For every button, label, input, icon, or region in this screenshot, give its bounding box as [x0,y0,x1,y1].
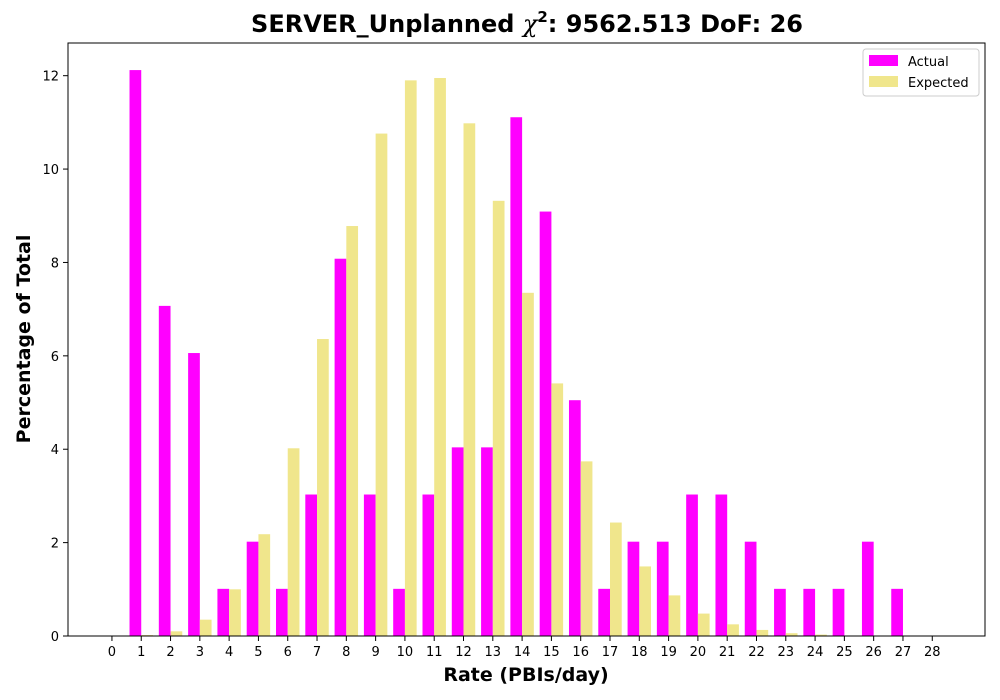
bar-actual-10 [393,588,405,636]
bar-actual-1 [129,70,142,636]
x-tick-label: 16 [572,645,589,660]
bar-actual-11 [422,494,435,636]
bar-expected-4 [229,589,241,636]
x-tick-label: 13 [485,645,502,660]
y-tick-label: 8 [51,256,59,271]
bar-expected-11 [434,78,446,636]
legend-label-expected: Expected [908,76,969,91]
bar-actual-27 [891,588,903,636]
x-tick-label: 2 [166,645,174,660]
bar-actual-6 [276,588,288,636]
bar-expected-19 [668,595,681,636]
bar-actual-3 [188,353,200,636]
y-tick-label: 0 [51,630,59,645]
bar-expected-22 [756,629,769,636]
bar-actual-2 [158,305,171,636]
x-tick-label: 15 [543,645,560,660]
bar-actual-22 [744,541,757,636]
bar-expected-13 [492,200,505,636]
bar-actual-18 [627,541,640,636]
bar-expected-7 [317,339,329,636]
bar-expected-21 [727,624,739,636]
bar-expected-12 [463,123,476,636]
x-tick-label: 0 [108,645,116,660]
bar-actual-17 [598,588,610,636]
bar-actual-8 [334,258,347,636]
legend: Actual Expected [862,48,980,97]
bar-actual-26 [861,541,874,636]
x-tick-label: 20 [690,645,707,660]
x-tick-label: 27 [895,645,912,660]
y-tick-label: 6 [51,350,59,365]
bar-actual-7 [305,494,318,636]
x-tick-label: 5 [254,645,262,660]
bar-expected-15 [551,383,564,636]
x-tick-label: 1 [137,645,145,660]
x-tick-label: 17 [602,645,619,660]
bar-expected-9 [375,133,388,636]
x-tick-label: 28 [924,645,941,660]
x-tick-label: 21 [719,645,736,660]
bar-expected-18 [639,566,652,636]
x-tick-label: 12 [455,645,472,660]
y-axis-label: Percentage of Total [13,235,35,444]
bar-actual-21 [715,494,728,636]
bar-actual-20 [686,494,698,636]
x-tick-label: 22 [748,645,765,660]
bar-expected-16 [580,461,593,636]
bar-actual-24 [803,588,816,636]
chart-title: SERVER_Unplanned χ2: 9562.513 DoF: 26 [251,8,803,38]
x-tick-label: 24 [807,645,824,660]
bar-expected-10 [404,80,417,637]
legend-swatch-actual [869,55,898,66]
bar-expected-8 [346,226,359,637]
x-tick-label: 23 [778,645,795,660]
bar-expected-24 [815,634,827,636]
bar-actual-12 [451,447,464,636]
bar-actual-13 [481,447,493,636]
bar-actual-14 [510,117,523,637]
y-ticks: 0 2 4 6 8 10 12 [42,70,68,645]
bar-actual-19 [656,541,669,636]
bar-actual-16 [568,400,581,636]
bar-actual-4 [217,588,230,636]
bar-expected-5 [258,534,271,636]
bar-actual-9 [363,494,376,636]
bar-expected-6 [287,448,300,636]
bar-actual-23 [774,588,786,636]
x-tick-label: 7 [313,645,321,660]
x-tick-label: 14 [514,645,531,660]
x-tick-label: 8 [342,645,350,660]
bar-actual-15 [539,211,552,636]
x-tick-label: 19 [660,645,677,660]
x-axis-label: Rate (PBIs/day) [443,664,608,686]
legend-label-actual: Actual [908,55,949,70]
legend-swatch-expected [869,76,898,87]
bars-group [129,70,944,637]
x-tick-label: 26 [865,645,882,660]
bar-expected-17 [610,522,622,636]
x-tick-label: 3 [196,645,204,660]
bar-expected-3 [199,619,212,636]
x-tick-label: 25 [836,645,853,660]
bar-expected-23 [785,633,798,636]
x-tick-label: 10 [397,645,414,660]
x-tick-label: 18 [631,645,648,660]
y-tick-label: 2 [51,537,59,552]
x-tick-label: 6 [284,645,292,660]
x-tick-label: 9 [371,645,379,660]
y-tick-label: 4 [51,443,59,458]
bar-expected-14 [522,292,534,636]
bar-actual-5 [246,541,259,636]
y-tick-label: 10 [42,163,59,178]
x-tick-label: 11 [426,645,443,660]
bar-expected-2 [170,631,183,636]
bar-actual-25 [832,588,845,636]
bar-expected-20 [697,613,710,636]
plot-frame [67,42,986,637]
x-tick-label: 4 [225,645,233,660]
y-tick-label: 12 [42,70,59,85]
x-ticks: 0 1 2 3 4 5 6 7 8 9 10 11 12 13 14 15 16 17 18 19 20 21 22 23 24… [108,636,941,660]
